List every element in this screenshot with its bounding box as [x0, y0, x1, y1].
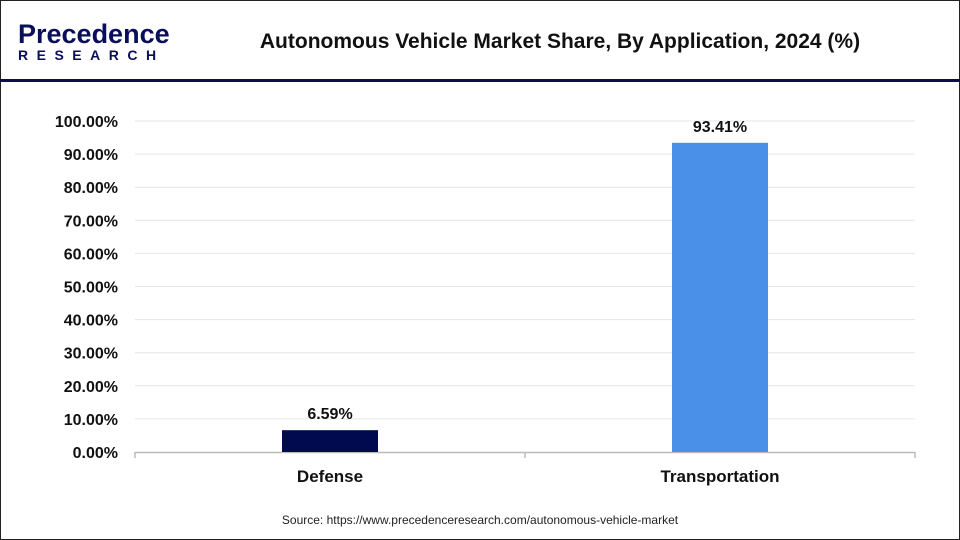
y-tick-label: 10.00% [64, 412, 118, 429]
bar-defense [282, 430, 378, 452]
source-note: Source: https://www.precedenceresearch.c… [281, 513, 679, 527]
y-tick-label: 40.00% [64, 313, 118, 330]
data-label: 6.59% [307, 406, 352, 423]
data-label: 93.41% [693, 119, 747, 136]
y-tick-label: 100.00% [55, 114, 118, 131]
y-tick-label: 0.00% [73, 445, 118, 462]
y-tick-label: 80.00% [64, 180, 118, 197]
y-tick-label: 50.00% [64, 280, 118, 297]
logo-line2: RESEARCH [18, 47, 165, 63]
logo: Precedence RESEARCH [18, 20, 170, 62]
header: Precedence RESEARCH Autonomous Vehicle M… [0, 0, 960, 82]
bar-transportation [672, 142, 768, 452]
x-category-label: Defense [297, 467, 363, 486]
y-tick-label: 60.00% [64, 246, 118, 263]
y-tick-label: 70.00% [64, 213, 118, 230]
chart-title: Autonomous Vehicle Market Share, By Appl… [259, 30, 861, 53]
y-tick-label: 30.00% [64, 346, 118, 363]
y-tick-label: 90.00% [64, 147, 118, 164]
x-category-label: Transportation [660, 467, 779, 486]
y-tick-label: 20.00% [64, 379, 118, 396]
logo-line1: Precedence [18, 19, 170, 49]
